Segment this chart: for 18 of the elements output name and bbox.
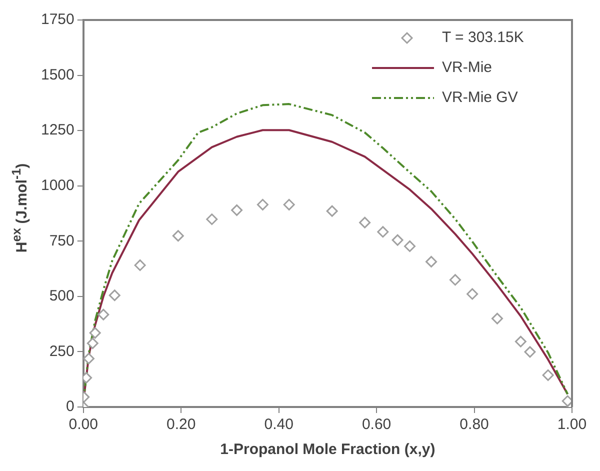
y-tick-label: 1750 (40, 11, 74, 28)
y-tick-label: 1000 (40, 177, 74, 194)
x-tick-label: 0.40 (264, 416, 294, 434)
x-tick-label: 0.20 (166, 416, 196, 434)
y-tick-label: 250 (49, 342, 74, 360)
y-tick-label: 1500 (40, 66, 74, 84)
x-tick-label: 0.80 (460, 416, 489, 434)
x-tick-label: 1.00 (557, 416, 587, 434)
x-tick-label: 0.00 (68, 416, 98, 434)
x-tick-label: 0.60 (362, 416, 392, 434)
y-tick-label: 0 (66, 398, 74, 416)
y-tick-label: 750 (49, 232, 74, 250)
y-tick-label: 1250 (40, 122, 74, 139)
legend-label: VR-Mie (442, 59, 492, 76)
y-tick-label: 500 (49, 288, 74, 305)
legend-label: T = 303.15K (442, 29, 524, 46)
legend-label: VR-Mie GV (442, 89, 518, 106)
x-axis-title: 1-Propanol Mole Fraction (x,y) (220, 441, 436, 458)
